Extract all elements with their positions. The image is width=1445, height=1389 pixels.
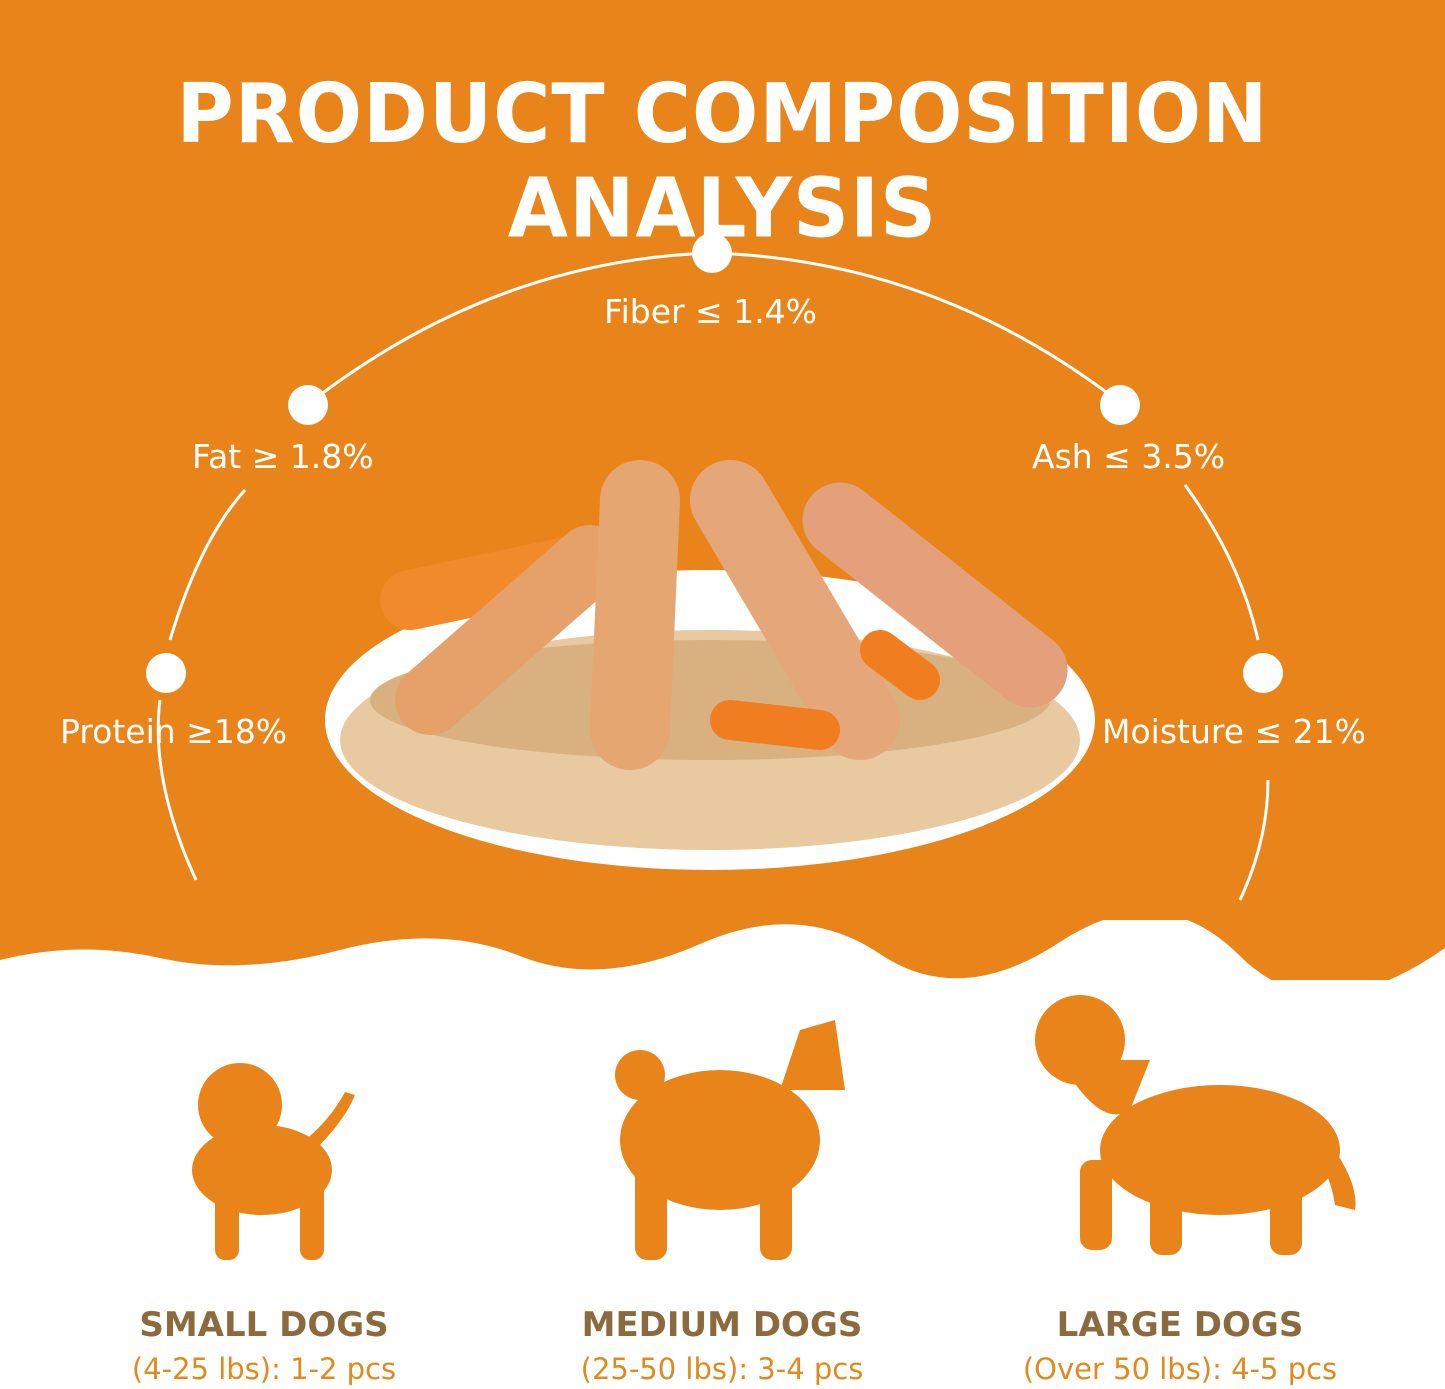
large-dog-icon xyxy=(1035,995,1356,1255)
fat-label: Fat ≥ 1.8% xyxy=(192,437,374,476)
protein-label: Protein ≥18% xyxy=(60,712,288,751)
large-dogs-dosage: (Over 50 lbs): 4-5 pcs xyxy=(1022,1352,1338,1386)
small-dog-icon xyxy=(192,1063,355,1260)
ash-label: Ash ≤ 3.5% xyxy=(1032,437,1226,476)
ash-dot xyxy=(1100,385,1140,425)
moisture-dot xyxy=(1243,653,1283,693)
treat-plate-image xyxy=(325,460,1095,870)
medium-dog-icon xyxy=(615,1020,845,1260)
medium-dogs-dosage: (25-50 lbs): 3-4 pcs xyxy=(580,1352,864,1386)
small-dogs-title: SMALL DOGS xyxy=(139,1305,389,1345)
medium-dogs-title: MEDIUM DOGS xyxy=(581,1305,863,1345)
page-title: PRODUCT COMPOSITION ANALYSIS xyxy=(176,67,1269,257)
fat-dot xyxy=(288,385,328,425)
fiber-dot xyxy=(692,233,732,273)
moisture-label: Moisture ≤ 21% xyxy=(1102,712,1366,751)
large-dogs-title: LARGE DOGS xyxy=(1056,1305,1304,1345)
small-dogs-dosage: (4-25 lbs): 1-2 pcs xyxy=(131,1352,397,1386)
protein-dot xyxy=(146,653,186,693)
fiber-label: Fiber ≤ 1.4% xyxy=(604,292,818,331)
torn-paper-edge xyxy=(0,920,1445,1010)
